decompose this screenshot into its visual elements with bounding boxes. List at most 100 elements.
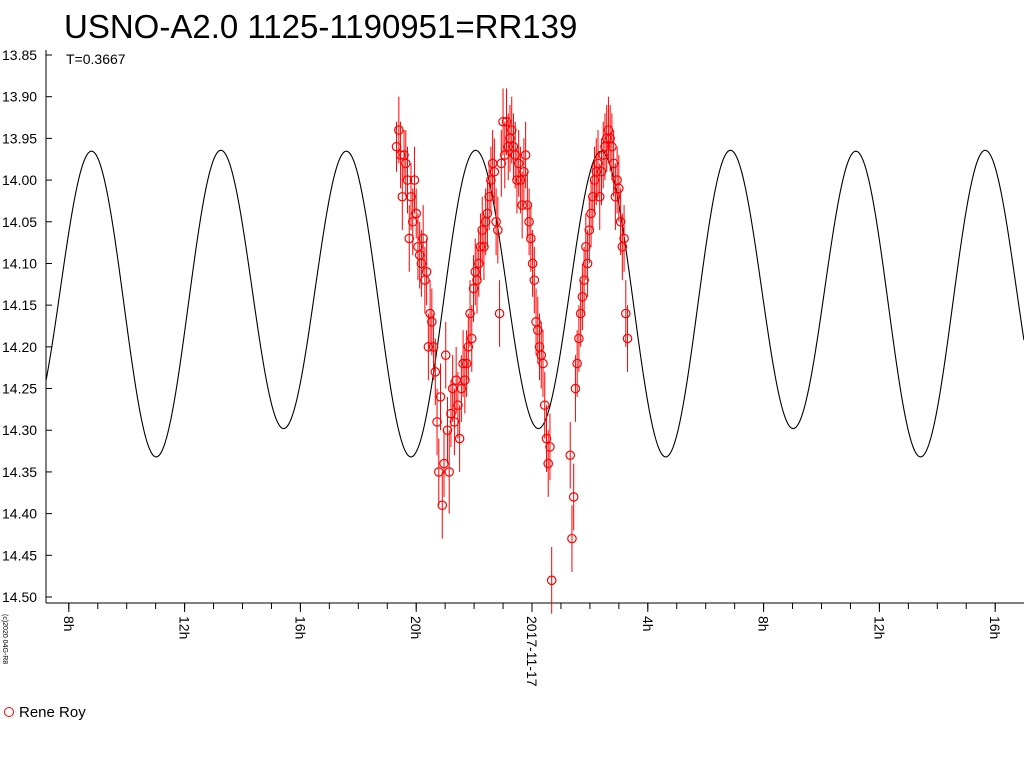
y-tick-label: 14.45 bbox=[2, 547, 37, 563]
data-point bbox=[440, 350, 451, 360]
data-point bbox=[608, 158, 619, 169]
y-tick-label: 14.05 bbox=[2, 214, 37, 230]
data-point bbox=[423, 342, 434, 352]
data-point bbox=[466, 333, 477, 344]
data-point bbox=[404, 233, 415, 244]
data-point bbox=[416, 258, 427, 269]
x-ticks-group: 8h 12h 16h 20h 2017-11-17 4h 8h 12h 16h bbox=[61, 603, 1003, 687]
data-point bbox=[428, 342, 439, 352]
data-point bbox=[460, 375, 470, 385]
data-point bbox=[465, 308, 475, 319]
data-point bbox=[486, 175, 496, 185]
data-point bbox=[409, 175, 420, 185]
data-point bbox=[510, 150, 521, 160]
data-point bbox=[512, 175, 522, 185]
data-point bbox=[449, 417, 460, 427]
data-point bbox=[395, 150, 406, 160]
data-point bbox=[400, 158, 411, 169]
data-point bbox=[587, 191, 598, 202]
y-tick-label: 14.10 bbox=[2, 255, 37, 271]
data-point bbox=[538, 358, 548, 369]
x-tick-label: 4h bbox=[640, 616, 656, 632]
x-tick-label: 8h bbox=[756, 616, 772, 632]
model-curve-group bbox=[45, 149, 1024, 458]
error-bars-group bbox=[396, 88, 629, 614]
chart-subtitle: T=0.3667 bbox=[66, 51, 126, 67]
data-point bbox=[513, 158, 524, 169]
data-point bbox=[402, 175, 413, 185]
data-point bbox=[394, 125, 404, 135]
data-point bbox=[493, 225, 503, 235]
data-point bbox=[570, 383, 581, 394]
data-point bbox=[582, 258, 593, 269]
data-point bbox=[529, 275, 540, 285]
data-point bbox=[468, 283, 479, 294]
y-tick-label: 14.00 bbox=[2, 172, 37, 188]
data-point bbox=[456, 383, 467, 394]
data-point bbox=[463, 342, 474, 352]
data-point bbox=[472, 275, 482, 285]
data-point bbox=[522, 200, 533, 210]
data-point bbox=[454, 433, 465, 444]
data-point bbox=[444, 467, 455, 477]
data-point bbox=[517, 200, 527, 210]
axes-group bbox=[45, 50, 1024, 604]
data-point bbox=[615, 216, 626, 227]
data-point bbox=[520, 150, 531, 160]
data-point bbox=[586, 208, 596, 219]
data-point bbox=[610, 191, 621, 202]
data-point bbox=[484, 191, 494, 202]
y-tick-label: 14.25 bbox=[2, 381, 37, 397]
data-point bbox=[581, 241, 591, 252]
y-tick-label: 14.40 bbox=[2, 506, 37, 522]
data-point bbox=[524, 216, 534, 227]
y-tick-label: 13.85 bbox=[2, 47, 37, 63]
data-point bbox=[475, 241, 486, 252]
data-point bbox=[575, 308, 586, 319]
data-point bbox=[572, 358, 582, 369]
data-points-group bbox=[391, 116, 633, 586]
data-point bbox=[539, 400, 550, 411]
data-point bbox=[593, 158, 603, 169]
data-point bbox=[446, 408, 456, 419]
data-point bbox=[391, 141, 402, 152]
data-point bbox=[406, 191, 416, 202]
data-point bbox=[499, 150, 510, 160]
data-point bbox=[435, 392, 446, 402]
data-point bbox=[418, 233, 428, 244]
data-point bbox=[620, 308, 631, 319]
data-point bbox=[577, 292, 588, 302]
data-point bbox=[515, 175, 526, 185]
y-tick-label: 14.30 bbox=[2, 422, 37, 438]
data-point bbox=[494, 308, 505, 319]
data-point bbox=[432, 417, 442, 427]
legend-circle-icon bbox=[4, 707, 14, 717]
data-point bbox=[619, 233, 629, 244]
y-tick-label: 14.20 bbox=[2, 339, 37, 355]
x-tick-label: 2017-11-17 bbox=[524, 616, 540, 687]
data-point bbox=[545, 442, 555, 452]
data-point bbox=[498, 116, 508, 127]
y-tick-label: 13.90 bbox=[2, 89, 37, 105]
data-point bbox=[496, 158, 507, 169]
data-point bbox=[479, 241, 489, 252]
data-point bbox=[543, 458, 554, 469]
data-point bbox=[437, 500, 448, 511]
x-tick-label: 16h bbox=[987, 616, 1003, 639]
data-point bbox=[527, 258, 538, 269]
data-point bbox=[439, 458, 449, 469]
y-tick-label: 14.35 bbox=[2, 464, 37, 480]
data-point bbox=[430, 367, 441, 377]
data-point bbox=[546, 575, 557, 586]
data-point bbox=[477, 225, 488, 235]
y-tick-label: 13.95 bbox=[2, 130, 37, 146]
data-point bbox=[501, 116, 512, 127]
legend-label: Rene Roy bbox=[19, 704, 86, 721]
data-point bbox=[594, 191, 605, 202]
data-point bbox=[567, 533, 577, 544]
data-point bbox=[541, 433, 552, 444]
data-point bbox=[489, 166, 500, 177]
data-point bbox=[461, 358, 472, 369]
